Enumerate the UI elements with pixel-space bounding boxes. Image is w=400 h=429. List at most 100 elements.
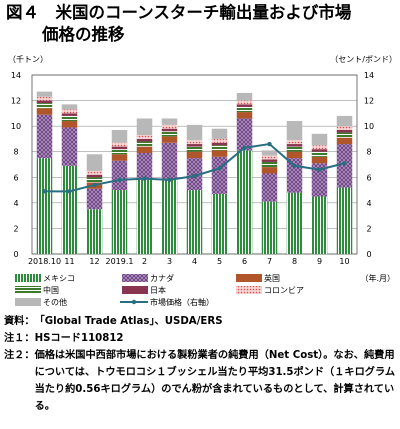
legend-swatch: [15, 298, 41, 306]
bar-segment: [186, 151, 203, 159]
legend-swatch: [15, 274, 41, 282]
price-point: [92, 182, 97, 188]
bar-segment: [61, 104, 78, 110]
bar-segment: [61, 127, 78, 166]
bar-segment: [136, 135, 153, 139]
bar-segment: [336, 132, 353, 138]
bar-segment: [286, 146, 303, 152]
note-text: 「Global Trade Atlas」、USDA/ERS: [34, 316, 223, 327]
bar-segment: [136, 138, 153, 142]
bar-segment: [111, 142, 128, 147]
bar-segment: [136, 179, 153, 254]
x-tick-label: 7: [267, 257, 272, 266]
legend-swatch: [236, 286, 262, 294]
price-point: [192, 173, 197, 179]
y-left-unit: （千トン）: [8, 54, 48, 64]
bar-segment: [86, 177, 103, 183]
bar-segment: [336, 126, 353, 130]
y-left-tick-label: 2: [13, 224, 18, 233]
bar-segment: [236, 112, 253, 119]
bar-segment: [311, 151, 328, 157]
bar-segment: [36, 158, 53, 254]
bar-segment: [111, 160, 128, 191]
bar-segment: [61, 109, 78, 114]
bar-segment: [161, 124, 178, 129]
bar-segment: [111, 129, 128, 143]
bar-segment: [186, 146, 203, 152]
bar-segment: [286, 140, 303, 145]
bar-segment: [211, 128, 228, 139]
title-line-1: 図４ 米国のコーンスターチ輸出量および市場: [6, 3, 352, 22]
bar-segment: [161, 118, 178, 125]
bar-segment: [286, 192, 303, 254]
legend-swatch: [122, 286, 148, 294]
bar-segment: [111, 146, 128, 150]
y-right-tick-label: 8: [366, 148, 371, 157]
bar-segment: [36, 100, 53, 104]
bar-segment: [336, 187, 353, 254]
bar-segment: [311, 196, 328, 254]
note-label: 注２：: [4, 350, 35, 361]
y-left-tick-label: 14: [11, 71, 21, 80]
y-left-tick-label: 8: [13, 148, 18, 157]
figure-title: 図４ 米国のコーンスターチ輸出量および市場 価格の推移: [6, 2, 396, 46]
legend-label: 市場価格（右軸）: [150, 297, 214, 307]
y-left-tick-label: 10: [11, 122, 21, 131]
bar-segment: [36, 103, 53, 109]
y-right-tick-label: 4: [366, 199, 371, 208]
bar-segment: [86, 188, 103, 210]
bar-segment: [86, 170, 103, 175]
bar-segment: [186, 144, 203, 147]
note-source: 資料： 「Global Trade Atlas」、USDA/ERS: [4, 313, 398, 330]
bar-segment: [336, 115, 353, 127]
x-tick-label: 2: [142, 257, 147, 266]
bar-segment: [236, 106, 253, 113]
legend-line-marker: [131, 299, 137, 305]
y-right-unit: （セント/ポンド）: [330, 55, 397, 64]
bar-segment: [261, 167, 278, 174]
bar-segment: [161, 128, 178, 132]
legend-label: コロンビア: [264, 286, 304, 295]
price-point: [217, 166, 222, 171]
note-text: HSコード110812: [34, 333, 124, 344]
legend-label: 英国: [264, 273, 280, 283]
bar-segment: [261, 201, 278, 254]
x-unit: （年.月）: [360, 273, 395, 283]
bar-segment: [211, 138, 228, 143]
x-tick-label: 3: [167, 257, 172, 266]
bar-segment: [236, 118, 253, 151]
notes: 資料： 「Global Trade Atlas」、USDA/ERS 注１： HS…: [4, 313, 398, 415]
bar-segment: [261, 173, 278, 202]
bar-segment: [136, 118, 153, 136]
price-point: [42, 189, 47, 194]
x-tick-label: 10: [339, 257, 349, 266]
bar-segment: [161, 142, 178, 179]
price-point: [317, 167, 322, 172]
y-right-tick-label: 6: [366, 173, 371, 182]
x-tick-label: 2018.10: [28, 257, 61, 266]
note-label: 資料：: [4, 316, 35, 327]
x-tick-label: 5: [217, 257, 222, 266]
note-label: 注１：: [4, 333, 35, 344]
bar-segment: [211, 145, 228, 151]
bar-segment: [261, 161, 278, 168]
bar-segment: [211, 156, 228, 194]
legend-label: メキシコ: [43, 274, 75, 283]
price-point: [242, 145, 247, 151]
bar-segment: [236, 150, 253, 254]
x-tick-label: 2019.1: [106, 257, 134, 266]
y-right-tick-label: 0: [366, 250, 371, 259]
y-left-tick-label: 4: [13, 199, 18, 208]
bar-segment: [261, 159, 278, 162]
bar-segment: [36, 96, 53, 101]
bar-segment: [111, 190, 128, 254]
x-tick-label: 6: [242, 257, 247, 266]
bar-segment: [286, 121, 303, 141]
legend-swatch: [15, 286, 41, 294]
bar-segment: [261, 155, 278, 160]
bar-segment: [61, 121, 78, 128]
x-tick-label: 4: [192, 257, 197, 266]
bar-segment: [311, 149, 328, 152]
legend-swatch: [122, 274, 148, 282]
title-line-2: 価格の推移: [42, 25, 125, 44]
